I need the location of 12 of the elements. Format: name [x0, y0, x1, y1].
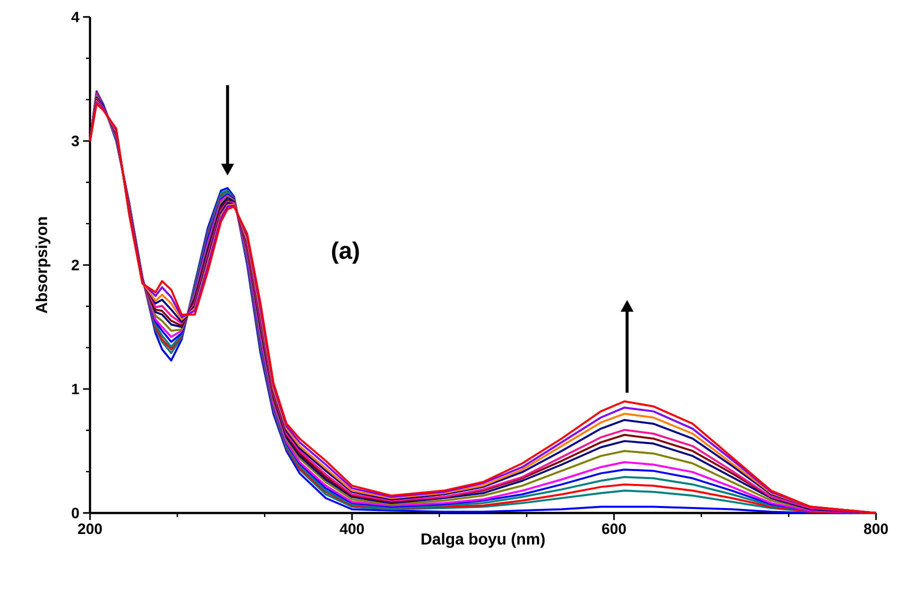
x-tick-label: 600 — [602, 524, 626, 534]
y-tick-label: 2 — [72, 260, 79, 270]
y-tick-label: 1 — [72, 384, 80, 394]
x-axis-title: Dalga boyu (nm) — [422, 532, 545, 548]
x-tick-label: 400 — [340, 524, 364, 534]
annotation: (a) — [332, 241, 359, 264]
y-tick-label: 4 — [71, 12, 80, 22]
x-tick-label: 200 — [78, 524, 102, 534]
y-axis-title: Absorpsiyon — [35, 217, 50, 314]
y-tick-label: 3 — [72, 136, 79, 146]
x-tick-label: 800 — [864, 524, 888, 534]
y-tick-label: 0 — [72, 508, 79, 518]
